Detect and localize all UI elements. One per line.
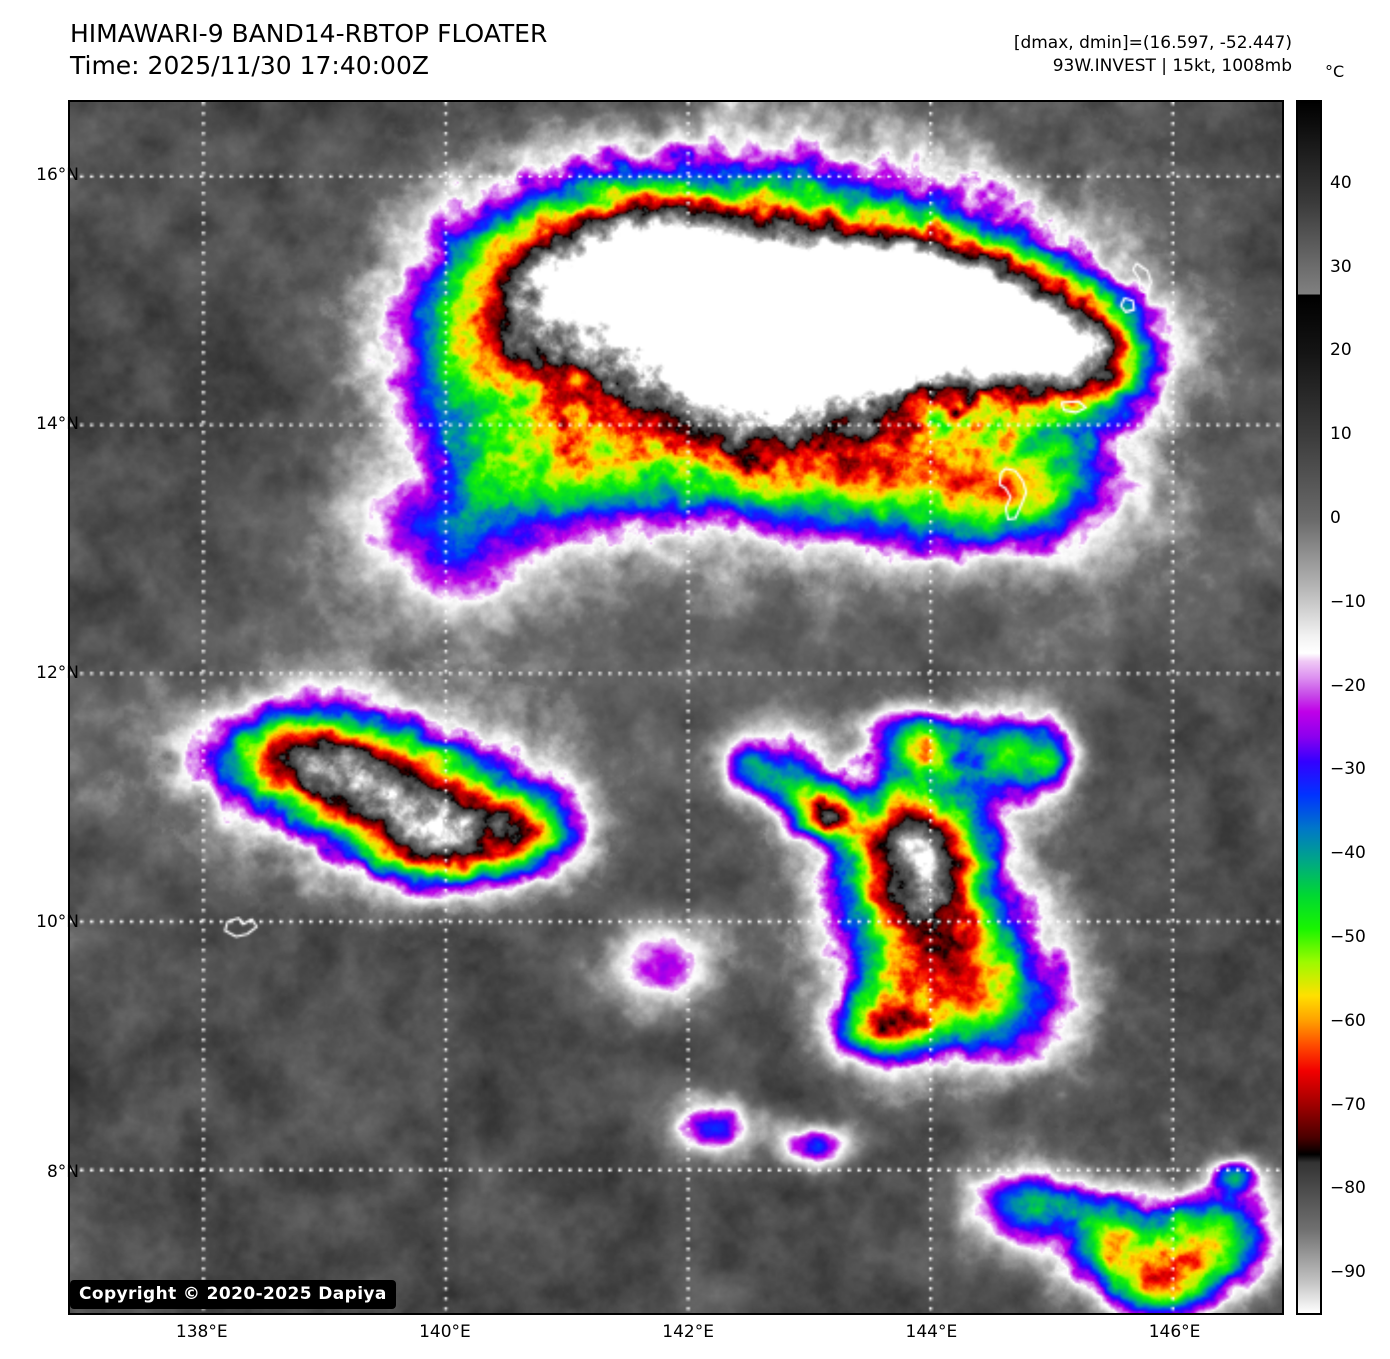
x-axis-tick-label: 138°E (175, 1322, 228, 1342)
colorbar-tick-label: −90 (1330, 1262, 1366, 1283)
satellite-image-plot[interactable] (68, 100, 1284, 1315)
colorbar-tick-label: 20 (1330, 340, 1352, 361)
x-axis-tick-label: 144°E (905, 1322, 958, 1342)
y-axis-tick-label: 12°N (36, 663, 79, 684)
y-axis-tick-label: 16°N (36, 164, 79, 185)
colorbar-tick-label: −40 (1330, 843, 1366, 864)
colorbar-tick-label: −20 (1330, 675, 1366, 696)
colorbar-tick-label: −60 (1330, 1010, 1366, 1031)
copyright-watermark: Copyright © 2020-2025 Dapiya (70, 1280, 396, 1309)
title-block: HIMAWARI-9 BAND14-RBTOP FLOATER Time: 20… (70, 18, 547, 82)
colorbar-tick-label: −50 (1330, 926, 1366, 947)
timestamp-label: Time: 2025/11/30 17:40:00Z (70, 51, 429, 80)
x-axis-tick-label: 140°E (419, 1322, 471, 1342)
colorbar-unit-label: °C (1325, 62, 1345, 81)
y-axis-tick-label: 14°N (36, 414, 79, 434)
colorbar-tick-label: −30 (1330, 759, 1366, 780)
colorbar-tick-label: 0 (1330, 507, 1341, 528)
satellite-imagery-canvas (70, 102, 1282, 1313)
colorbar (1296, 100, 1322, 1315)
colorbar-tick-label: 30 (1330, 256, 1352, 277)
x-axis-tick-label: 142°E (662, 1322, 714, 1342)
y-axis-tick-label: 10°N (36, 912, 79, 933)
y-axis-tick-label: 8°N (46, 1161, 79, 1182)
page-title: HIMAWARI-9 BAND14-RBTOP FLOATER (70, 19, 548, 48)
storm-info-label: 93W.INVEST | 15kt, 1008mb (1052, 56, 1292, 76)
x-axis-tick-label: 146°E (1148, 1322, 1201, 1342)
colorbar-gradient (1298, 102, 1320, 1313)
colorbar-tick-label: 10 (1330, 424, 1352, 445)
colorbar-tick-label: 40 (1330, 172, 1352, 193)
dmax-dmin-label: [dmax, dmin]=(16.597, -52.447) (1013, 33, 1292, 53)
colorbar-tick-label: −10 (1330, 591, 1366, 612)
metadata-block: [dmax, dmin]=(16.597, -52.447) 93W.INVES… (1014, 32, 1292, 78)
colorbar-tick-label: −70 (1330, 1094, 1366, 1115)
colorbar-tick-label: −80 (1330, 1178, 1366, 1199)
